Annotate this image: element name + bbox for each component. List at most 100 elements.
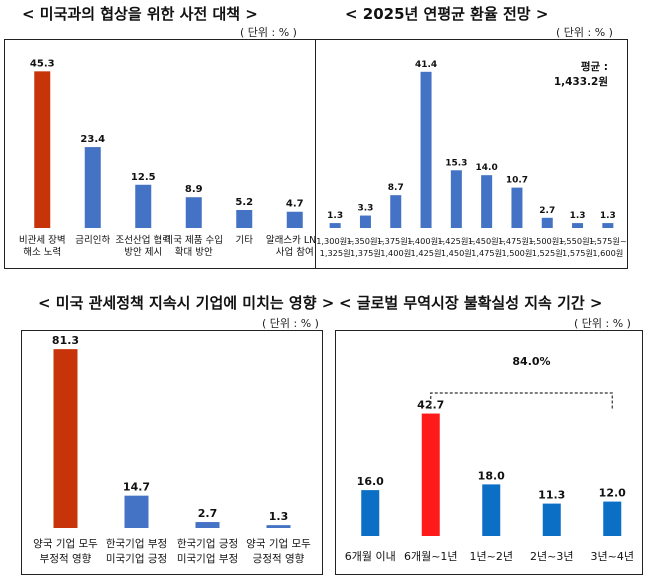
chart3-category-label-0-1: 부정적 영향 (40, 553, 92, 565)
chart4-bar-1 (421, 413, 440, 536)
chart1-category-label-2-1: 방안 제시 (124, 247, 162, 258)
chart1-category-label-3-1: 확대 방안 (175, 246, 213, 258)
chart4-bar-3 (542, 503, 561, 536)
chart2-bar-4 (450, 170, 462, 228)
chart1-category-label-2-0: 조선산업 협력 (116, 234, 171, 246)
chart1-category-label-5-1: 사업 참여 (276, 246, 314, 258)
chart1-category-label-3-0: 미국 제품 수입 (165, 234, 223, 246)
chart1-category-label-4-0: 기타 (236, 235, 254, 246)
chart4-bar-4 (603, 501, 622, 536)
chart2-value-label-0: 1.3 (327, 211, 343, 221)
chart2-bar-1 (359, 215, 371, 228)
chart2-annotation-1: 1,433.2원 (554, 75, 608, 88)
chart3-bar-0 (53, 349, 78, 528)
chart1-bar-4 (236, 210, 253, 228)
chart2-category-label-5-0: 1,450원~ (468, 236, 506, 246)
chart2-bar-0 (329, 223, 341, 228)
chart4-value-label-0: 16.0 (357, 475, 384, 488)
chart1-category-label-0-1: 해소 노력 (23, 246, 61, 258)
chart2-value-label-4: 15.3 (445, 158, 467, 168)
chart2-category-label-6-1: 1,500원 (501, 248, 532, 258)
chart2-category-label-6-0: 1,475원~ (498, 236, 536, 246)
chart4-value-label-1: 42.7 (417, 399, 444, 412)
chart3-title: < 미국 관세정책 지속시 기업에 미치는 영향 > (38, 294, 335, 312)
chart2-category-label-0-0: 1,300원~ (316, 236, 354, 246)
chart4-category-label-2-0: 1년~2년 (470, 550, 513, 563)
chart2-category-label-1-1: 1,375원 (350, 248, 381, 258)
chart2-bar-8 (572, 223, 584, 228)
chart1-category-label-0-0: 비관세 장벽 (19, 235, 66, 246)
chart3-value-label-2: 2.7 (198, 507, 218, 520)
chart3-category-label-2-1: 미국기업 부정 (177, 552, 238, 565)
chart2-category-label-9-0: 1,575원~ (589, 236, 627, 246)
chart1-value-label-1: 23.4 (80, 134, 105, 145)
chart3-category-label-1-0: 한국기업 부정 (106, 537, 167, 550)
chart2-bar-5 (481, 175, 493, 228)
chart2-value-label-2: 8.7 (388, 183, 404, 193)
chart3-bar-2 (195, 522, 220, 528)
chart1-bar-5 (286, 211, 303, 228)
chart4-panel: 16.0 6개월 이내 42.7 6개월~1년 18.0 1년~2년 11.3 2년~3년 12… (335, 330, 643, 575)
chart2-panel: 1.3 1,300원~ 1,325원 3.3 1,350원~ 1,375원 8.7 1,375… (315, 39, 628, 269)
chart4-title: < 글로벌 무역시장 불확실성 지속 기간 > (339, 294, 603, 312)
chart3-category-label-0-0: 양국 기업 모두 (33, 537, 98, 550)
chart1-value-label-3: 8.9 (185, 184, 203, 195)
chart4-category-label-0-0: 6개월 이내 (345, 550, 396, 563)
chart2-bar-6 (511, 187, 523, 228)
chart4-value-label-3: 11.3 (538, 489, 565, 502)
chart1-bar-2 (135, 184, 152, 228)
chart1-bar-0 (34, 71, 51, 229)
chart1-bar-1 (84, 147, 101, 228)
chart2-category-label-4-1: 1,450원 (441, 248, 472, 258)
chart1-bar-3 (185, 197, 202, 228)
chart2-bar-9 (602, 223, 614, 228)
chart3-value-label-0: 81.3 (52, 334, 79, 347)
chart3-value-label-3: 1.3 (269, 510, 289, 523)
chart4-category-label-4-0: 3년~4년 (591, 550, 634, 563)
chart3-bar-1 (124, 495, 149, 528)
chart2-bar-3 (420, 71, 432, 229)
chart2-category-label-0-1: 1,325원 (320, 248, 351, 258)
chart2-category-label-8-1: 1,575원 (562, 248, 593, 258)
chart3-category-label-2-0: 한국기업 긍정 (177, 537, 238, 550)
chart2-unit: ( 단위 : % ) (556, 26, 613, 39)
chart4-bracket-label: 84.0% (512, 355, 550, 368)
chart4-bracket (430, 392, 613, 409)
chart2-bar-2 (390, 195, 402, 228)
chart4-svg: 16.0 6개월 이내 42.7 6개월~1년 18.0 1년~2년 11.3 2년~3년 12… (345, 355, 634, 563)
chart1-panel: 45.3 비관세 장벽 해소 노력 23.4 금리인하 12.5 조선산업 협력 방안 제시 8… (4, 39, 324, 269)
chart1-title: < 미국과의 협상을 위한 사전 대책 > (22, 5, 258, 23)
chart1-value-label-5: 4.7 (286, 199, 304, 210)
chart2-value-label-9: 1.3 (600, 211, 616, 221)
chart2-category-label-3-1: 1,425원 (411, 248, 442, 258)
chart1-value-label-4: 5.2 (235, 197, 253, 208)
chart1-category-label-5-0: 알래스카 LNG (266, 235, 315, 246)
chart4-bar-2 (482, 484, 501, 536)
chart2-value-label-7: 2.7 (539, 206, 555, 216)
chart2-value-label-1: 3.3 (357, 204, 373, 214)
chart2-category-label-2-1: 1,400원 (380, 248, 411, 258)
chart2-title: < 2025년 연평균 환율 전망 > (345, 5, 549, 23)
chart1-value-label-2: 12.5 (131, 172, 156, 183)
chart2-value-label-8: 1.3 (570, 211, 586, 221)
chart4-value-label-2: 18.0 (478, 469, 505, 482)
chart2-category-label-5-1: 1,475원 (471, 248, 502, 258)
chart3-value-label-1: 14.7 (123, 481, 150, 494)
chart2-value-label-6: 10.7 (506, 176, 528, 186)
chart2-category-label-3-0: 1,400원~ (407, 236, 445, 246)
chart4-bar-0 (361, 490, 380, 536)
chart4-value-label-4: 12.0 (599, 487, 626, 500)
chart1-category-label-1-0: 금리인하 (75, 234, 110, 246)
chart2-svg: 1.3 1,300원~ 1,325원 3.3 1,350원~ 1,375원 8.7 1,375… (316, 60, 627, 258)
chart2-category-label-2-0: 1,375원~ (377, 236, 415, 246)
chart1-value-label-0: 45.3 (30, 58, 55, 69)
chart3-category-label-3-0: 양국 기업 모두 (246, 537, 311, 550)
chart2-category-label-1-0: 1,350원~ (347, 236, 385, 246)
chart2-category-label-8-0: 1,550원~ (559, 236, 597, 246)
chart3-category-label-3-1: 긍정적 영향 (253, 553, 305, 565)
chart3-category-label-1-1: 미국기업 긍정 (106, 552, 167, 565)
chart4-unit: ( 단위 : % ) (574, 317, 631, 330)
chart2-annotation-0: 평균 : (581, 60, 608, 73)
